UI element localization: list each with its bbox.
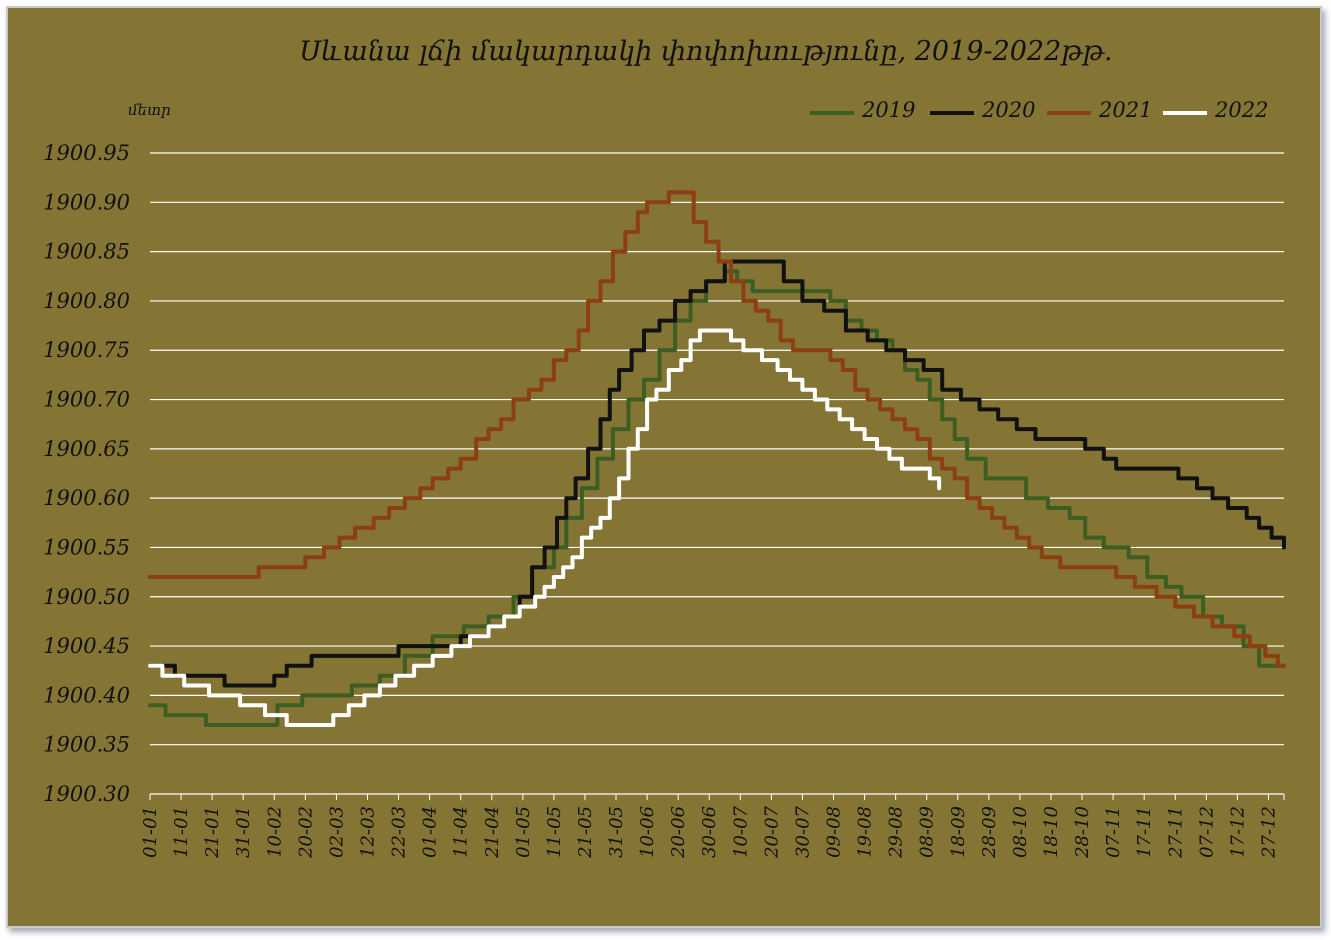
x-tick-label: 30-07: [792, 805, 813, 857]
y-tick-label: 1900.55: [43, 535, 130, 559]
x-tick-label: 17-12: [1227, 806, 1248, 858]
x-tick-label: 11-04: [451, 806, 472, 858]
x-tick-label: 01-05: [513, 806, 534, 858]
series-line-2021: [148, 190, 1286, 668]
x-tick-label: 27-11: [1165, 806, 1186, 859]
y-axis-unit-label: մետր: [128, 101, 171, 119]
legend-label-2021: 2021: [1099, 98, 1153, 122]
x-tick-label: 19-08: [855, 806, 876, 858]
y-tick-label: 1900.70: [43, 388, 130, 412]
series-line-2020: [148, 259, 1286, 688]
y-tick-label: 1900.40: [43, 683, 130, 707]
x-tick-label: 10-06: [637, 806, 658, 858]
x-tick-label: 27-12: [1258, 806, 1279, 859]
x-tick-label: 01-01: [140, 806, 161, 858]
legend-label-2020: 2020: [982, 98, 1036, 122]
x-tick-label: 22-03: [389, 806, 410, 859]
legend-label-2022: 2022: [1215, 98, 1269, 122]
x-tick-label: 18-09: [948, 806, 969, 858]
y-tick-label: 1900.30: [43, 782, 130, 806]
legend-swatch-2019: [810, 111, 854, 115]
legend-label-2019: 2019: [862, 98, 916, 122]
x-tick-label: 08-10: [1010, 806, 1031, 858]
legend-swatch-2022: [1163, 111, 1207, 115]
y-tick-label: 1900.60: [43, 486, 130, 510]
x-tick-label: 21-04: [482, 806, 503, 859]
y-tick-label: 1900.80: [43, 289, 130, 313]
x-tick-label: 17-11: [1134, 806, 1155, 858]
series-line-2019: [148, 269, 1286, 727]
x-tick-label: 11-05: [544, 806, 565, 858]
y-tick-label: 1900.95: [43, 141, 130, 165]
x-tick-label: 28-10: [1072, 806, 1093, 859]
x-tick-label: 29-08: [886, 806, 907, 859]
x-tick-label: 21-01: [202, 806, 223, 859]
y-tick-label: 1900.50: [43, 585, 130, 609]
x-tick-label: 10-07: [730, 805, 751, 857]
y-tick-label: 1900.90: [43, 190, 130, 214]
x-tick-label: 07-12: [1196, 806, 1217, 858]
x-tick-label: 31-05: [606, 806, 627, 858]
y-tick-label: 1900.75: [43, 338, 130, 362]
x-tick-label: 31-01: [233, 806, 254, 858]
x-tick-label: 11-01: [171, 806, 192, 858]
y-tick-label: 1900.35: [43, 733, 130, 757]
x-tick-label: 12-03: [357, 806, 378, 858]
chart-title: Սևանա լճի մակարդակի փոփոխությունը, 2019-…: [299, 36, 1113, 67]
x-tick-label: 28-09: [979, 806, 1000, 859]
y-tick-label: 1900.45: [43, 634, 130, 658]
x-tick-label: 20-06: [668, 806, 689, 859]
x-tick-label: 20-02: [295, 806, 316, 859]
x-tick-label: 07-11: [1103, 806, 1124, 858]
x-tick-label: 02-03: [326, 806, 347, 858]
x-tick-label: 21-05: [575, 806, 596, 859]
x-tick-label: 01-04: [420, 806, 441, 858]
x-tick-label: 08-09: [917, 806, 938, 858]
x-tick-label: 18-10: [1041, 806, 1062, 858]
series-line-2022: [148, 328, 942, 727]
x-tick-label: 30-06: [699, 806, 720, 858]
y-tick-label: 1900.65: [43, 437, 130, 461]
chart-frame: [6, 6, 1322, 928]
x-tick-label: 09-08: [824, 806, 845, 858]
legend-swatch-2021: [1047, 111, 1091, 115]
y-tick-label: 1900.85: [43, 240, 130, 264]
x-tick-label: 10-02: [264, 806, 285, 858]
legend-swatch-2020: [930, 111, 974, 115]
x-tick-label: 20-07: [761, 805, 782, 858]
